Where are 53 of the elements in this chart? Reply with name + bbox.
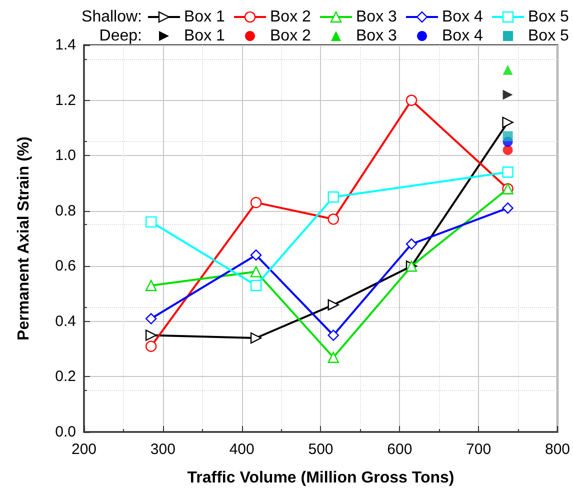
legend-label: Box 3 — [356, 8, 398, 26]
y-tick-label: 1.0 — [55, 147, 76, 164]
legend-label: Box 4 — [442, 8, 484, 26]
point — [145, 280, 157, 292]
legend-label: Box 5 — [528, 8, 570, 26]
point — [250, 196, 262, 208]
x-tick-label: 500 — [308, 441, 334, 458]
y-tick-label: 1.2 — [55, 92, 76, 109]
y-axis-title: Permanent Axial Strain (%) — [16, 136, 32, 340]
point — [502, 145, 513, 156]
point — [328, 214, 339, 225]
point — [406, 94, 418, 106]
y-tick-label: 0.6 — [55, 258, 76, 275]
point — [406, 238, 418, 250]
point — [250, 332, 262, 344]
point — [502, 116, 514, 128]
point — [328, 330, 339, 341]
point — [145, 216, 157, 228]
x-tick-label: 200 — [71, 441, 97, 458]
legend-label: Box 2 — [270, 28, 312, 44]
point — [502, 64, 513, 75]
point — [328, 352, 339, 363]
point — [328, 191, 339, 203]
text: Shallow: — [82, 8, 142, 26]
point — [250, 249, 262, 261]
point — [145, 313, 157, 324]
point — [250, 266, 262, 278]
x-tick-label: 300 — [150, 441, 176, 458]
text: Deep: — [99, 28, 142, 44]
point — [502, 166, 514, 178]
legend-label: Box 4 — [442, 28, 484, 44]
point — [145, 330, 157, 341]
legend-label: Box 1 — [184, 28, 226, 44]
point — [250, 280, 262, 292]
point — [328, 299, 339, 310]
legend-label: Box 5 — [528, 28, 570, 44]
point — [502, 90, 513, 100]
point — [502, 131, 513, 142]
legend-label: Box 3 — [356, 28, 398, 44]
x-tick-label: 600 — [387, 441, 412, 458]
x-tick-label: 700 — [466, 441, 492, 458]
y-tick-label: 1.4 — [55, 36, 76, 54]
y-tick-label: 0.4 — [55, 312, 76, 330]
x-tick-label: 400 — [229, 441, 254, 458]
legend-label: Box 1 — [184, 8, 226, 26]
y-tick-label: 0.8 — [55, 202, 76, 220]
legend-label: Box 2 — [270, 8, 312, 26]
x-axis-title: Traffic Volume (Million Gross Tons) — [187, 470, 454, 486]
x-tick-label: 800 — [544, 441, 570, 458]
y-tick-label: 0.0 — [55, 424, 76, 440]
y-tick-label: 0.2 — [55, 368, 76, 386]
point — [145, 340, 157, 352]
point — [502, 202, 514, 214]
